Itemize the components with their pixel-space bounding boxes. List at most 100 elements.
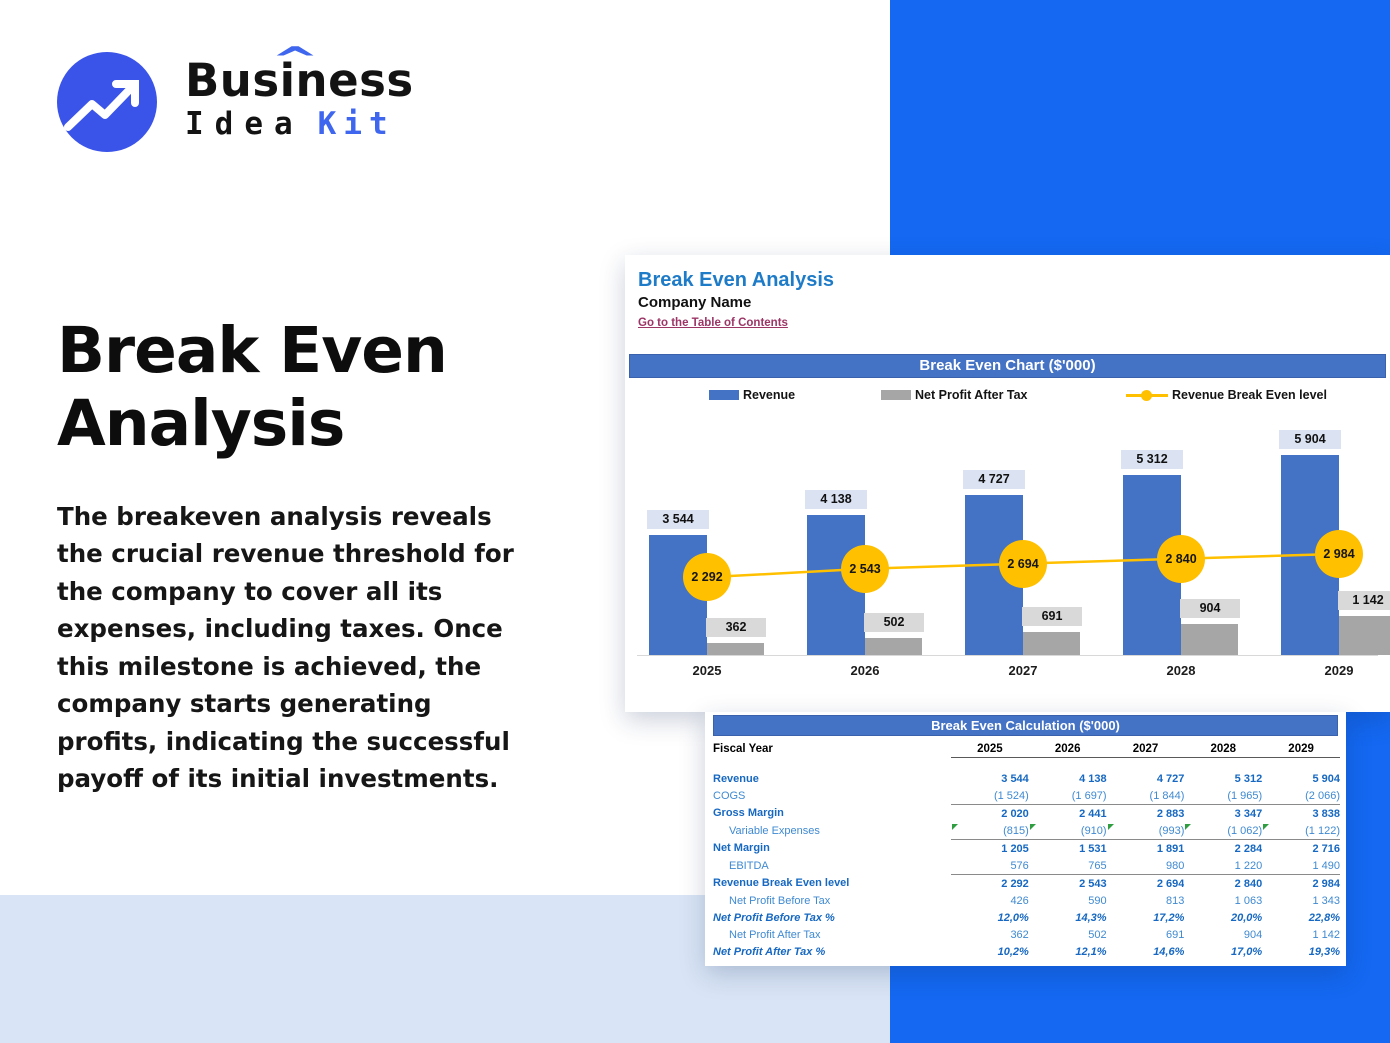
- category-label: 2029: [1324, 663, 1354, 678]
- revenue-bar-label: 5 312: [1121, 449, 1183, 469]
- legend-net-profit-label: Net Profit After Tax: [915, 388, 1028, 402]
- row-value-cell: 2 292: [951, 874, 1029, 892]
- table-row: Net Profit After Tax 362 502 691 904 1 142: [713, 926, 1340, 943]
- row-value-cell: (993): [1107, 822, 1184, 840]
- row-value-cell: 3 347: [1184, 804, 1263, 822]
- row-value-cell: 12,0%: [997, 911, 1029, 924]
- brand-sub-black: Idea: [185, 106, 304, 142]
- year-column-header: 2028: [1184, 740, 1263, 758]
- row-value-cell: 17,2%: [1153, 911, 1185, 924]
- row-value-cell: 1 891: [1106, 839, 1185, 857]
- table-row: Net Margin 1 205 1 531 1 891 2 284 2 716: [713, 839, 1340, 857]
- row-label: COGS: [713, 789, 746, 802]
- row-value-cell: 362: [1010, 928, 1029, 941]
- table-row: Net Profit After Tax % 10,2% 12,1% 14,6% 17,…: [713, 943, 1340, 960]
- row-value-cell: 17,0%: [1230, 945, 1263, 958]
- row-value-cell: 2 284: [1184, 839, 1263, 857]
- row-value-cell: 3 838: [1262, 804, 1340, 822]
- net-profit-bar-label: 1 142: [1338, 591, 1390, 611]
- net-profit-bar-label: 362: [706, 617, 766, 637]
- net-profit-bar: [1181, 624, 1238, 655]
- row-value-cell: 2 984: [1262, 874, 1340, 892]
- row-value-cell: 4 727: [1156, 772, 1185, 785]
- row-label: Net Profit After Tax %: [713, 945, 826, 958]
- calculation-card: Break Even Calculation ($'000) Fiscal Ye…: [705, 712, 1346, 966]
- breakeven-marker: 2 543: [841, 544, 889, 593]
- row-label: Revenue Break Even level: [713, 877, 850, 890]
- revenue-bar-label: 3 544: [647, 509, 709, 529]
- row-value-cell: 2 840: [1184, 874, 1263, 892]
- logo-trend-arrow-icon: [57, 52, 157, 152]
- row-value-cell: 1 205: [951, 839, 1029, 857]
- row-label: Gross Margin: [713, 807, 784, 820]
- year-column-header: 2025: [951, 740, 1029, 758]
- row-value-cell: 904: [1243, 928, 1263, 941]
- brand-word: Business ^: [185, 43, 414, 103]
- row-value-cell: 3 544: [1001, 772, 1029, 785]
- row-value-cell: 590: [1088, 894, 1107, 907]
- net-profit-bar: [707, 642, 764, 655]
- year-column-header: 2029: [1262, 740, 1340, 758]
- year-column-header: 2027: [1106, 740, 1185, 758]
- page-title-line2: Analysis: [57, 387, 345, 461]
- row-value-cell: (1 844): [1149, 789, 1185, 802]
- row-value-cell: (1 062): [1184, 822, 1262, 840]
- row-value-cell: 2 020: [951, 804, 1029, 822]
- revenue-swatch-icon: [709, 390, 739, 400]
- row-value-cell: 691: [1166, 928, 1185, 941]
- spacer-row: [713, 758, 1340, 771]
- chart-card: Break Even Analysis Company Name Go to t…: [625, 255, 1390, 712]
- row-value-cell: 2 543: [1028, 874, 1107, 892]
- row-value-cell: (1 122): [1262, 822, 1340, 840]
- legend-revenue: Revenue: [709, 388, 795, 402]
- revenue-bar-label: 4 138: [805, 489, 867, 509]
- breakeven-line-swatch-icon: [1126, 389, 1168, 401]
- row-label: Revenue: [713, 772, 759, 785]
- row-value-cell: 19,3%: [1308, 945, 1340, 958]
- page-title: Break Even Analysis: [57, 314, 448, 461]
- legend-breakeven-label: Revenue Break Even level: [1172, 388, 1327, 402]
- category-label: 2025: [692, 663, 722, 678]
- table-row: Net Profit Before Tax 426 590 813 1 063 1 343: [713, 892, 1340, 909]
- row-label: Net Profit Before Tax %: [713, 911, 835, 924]
- sheet-title: Break Even Analysis: [638, 269, 835, 291]
- row-value-cell: 2 883: [1106, 804, 1185, 822]
- net-profit-swatch-icon: [881, 390, 911, 400]
- row-value-cell: 576: [1010, 859, 1029, 872]
- revenue-bar-label: 5 904: [1279, 429, 1341, 449]
- legend-breakeven: Revenue Break Even level: [1126, 388, 1327, 402]
- category-label: 2028: [1166, 663, 1196, 678]
- table-row: Revenue Break Even level 2 292 2 543 2 694 2…: [713, 874, 1340, 892]
- net-profit-bar-label: 904: [1180, 599, 1240, 619]
- breakeven-marker: 2 840: [1157, 534, 1205, 583]
- row-value-cell: 2 716: [1262, 839, 1340, 857]
- row-value-cell: 20,0%: [1230, 911, 1263, 924]
- row-value-cell: 5 904: [1312, 772, 1340, 785]
- brand-subtitle: Idea Kit: [185, 107, 414, 141]
- table-row: COGS (1 524) (1 697) (1 844) (1 965) (2 066): [713, 787, 1340, 805]
- row-label: Net Profit After Tax: [729, 928, 821, 941]
- row-value-cell: 2 694: [1106, 874, 1185, 892]
- row-value-cell: (1 524): [993, 789, 1029, 802]
- row-value-cell: 5 312: [1234, 772, 1263, 785]
- row-value-cell: (1 697): [1071, 789, 1107, 802]
- company-name: Company Name: [638, 294, 752, 311]
- row-value-cell: 14,3%: [1075, 911, 1107, 924]
- row-value-cell: 1 343: [1312, 894, 1340, 907]
- table-header-bar: Break Even Calculation ($'000): [713, 715, 1338, 736]
- breakeven-line: [706, 552, 1340, 579]
- brand-name: Business ^ Idea Kit: [185, 43, 414, 141]
- row-value-cell: 22,8%: [1308, 911, 1340, 924]
- row-value-cell: (910): [1029, 822, 1107, 840]
- breakeven-calculation-table: Fiscal Year 2025 2026 2027 2028 2029 Revenue 3 …: [713, 740, 1340, 960]
- year-column-header: 2026: [1028, 740, 1107, 758]
- table-row: Variable Expenses (815) (910) (993) (1 062)(…: [713, 822, 1340, 840]
- table-of-contents-link[interactable]: Go to the Table of Contents: [638, 317, 788, 329]
- table-row: Revenue 3 544 4 138 4 727 5 312 5 904: [713, 770, 1340, 787]
- legend-net-profit: Net Profit After Tax: [881, 388, 1028, 402]
- row-value-cell: 765: [1088, 859, 1107, 872]
- revenue-bar-label: 4 727: [963, 469, 1025, 489]
- row-label: Net Profit Before Tax: [729, 894, 831, 907]
- chart-header-bar: Break Even Chart ($'000): [629, 354, 1386, 378]
